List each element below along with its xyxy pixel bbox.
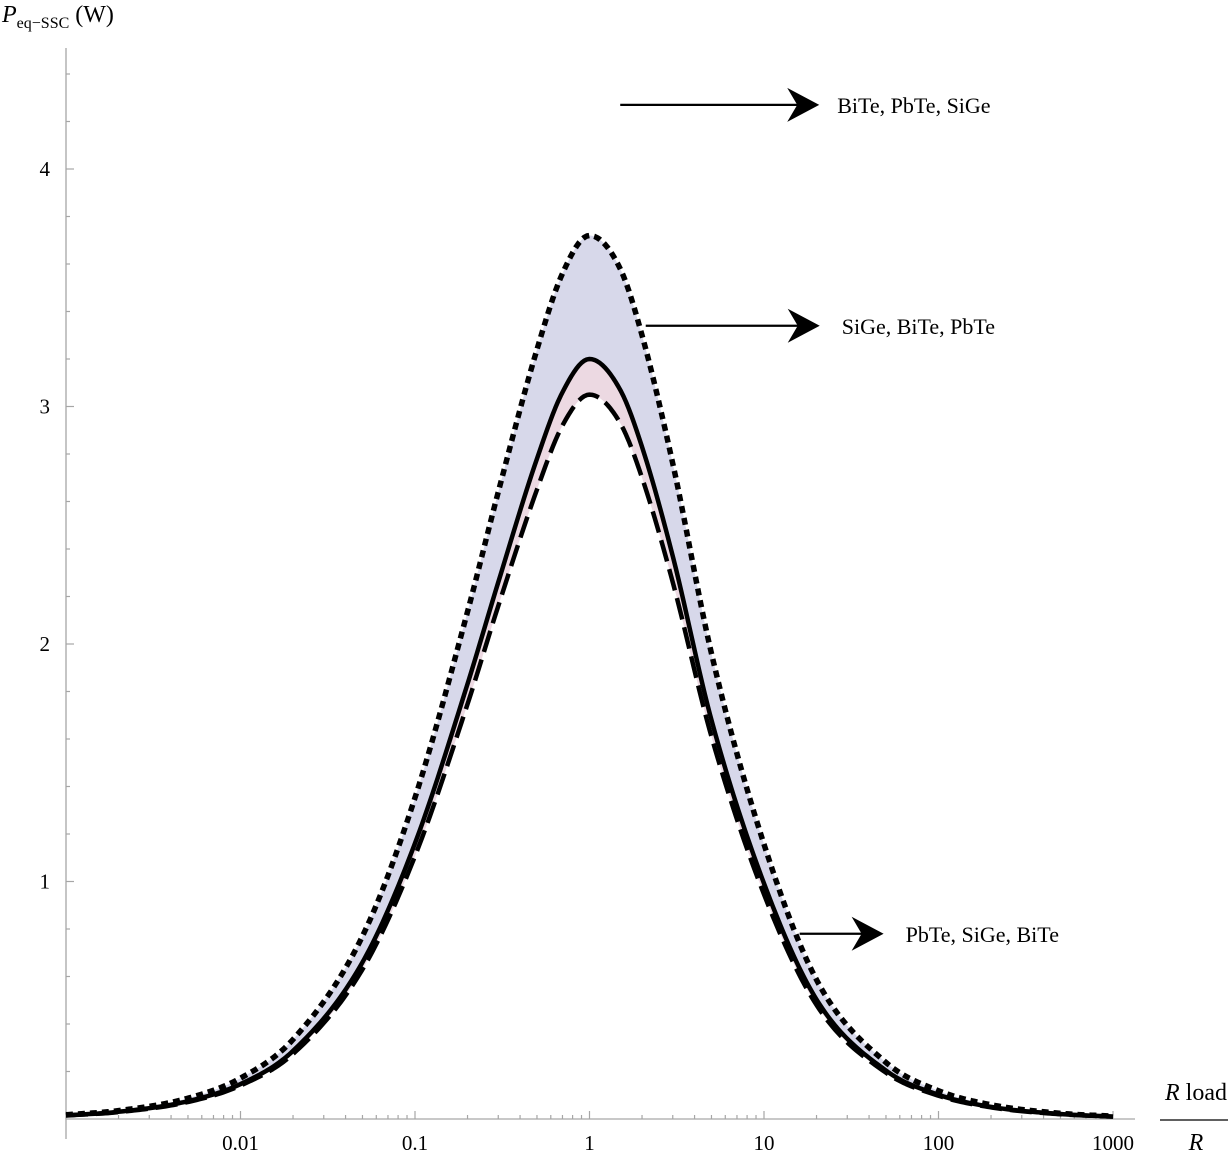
annotation-label: BiTe, PbTe, SiGe: [837, 93, 990, 118]
x-axis-label-numerator-var: R: [1164, 1080, 1180, 1106]
x-tick-label: 100: [923, 1131, 955, 1155]
series-line-dotted: [65, 232, 1114, 1119]
x-tick-label: 0.01: [222, 1131, 259, 1155]
annotation-arrow-head: [851, 916, 884, 951]
y-axis-label-main: P: [1, 2, 17, 28]
annotations-layer: BiTe, PbTe, SiGe SiGe, BiTe, PbTe PbTe, Si…: [620, 87, 1059, 951]
x-tick-label: 0.1: [402, 1131, 428, 1155]
series-line-solid: [65, 356, 1114, 1119]
x-tick-label: 10: [754, 1131, 775, 1155]
lower-band-fill: [66, 359, 1113, 1117]
x-axis-label-denominator: R: [1188, 1130, 1204, 1156]
series-line-dashed: [65, 392, 1114, 1119]
x-axis-label-numerator-rest: load: [1180, 1080, 1227, 1106]
y-tick-label: 4: [40, 157, 51, 181]
x-tick-label: 1000: [1092, 1131, 1134, 1155]
axes: 1 2 3 4 0.01 0.1 1 10 100 1000: [40, 48, 1135, 1155]
x-axis-label-numerator: R load: [1164, 1080, 1227, 1106]
series-layer: [65, 232, 1114, 1119]
y-axis-label-unit: (W): [69, 2, 114, 28]
shaded-bands: [66, 235, 1113, 1117]
x-tick-label: 1: [584, 1131, 595, 1155]
annotation-arrow-head: [787, 308, 820, 343]
annotation-label: PbTe, SiGe, BiTe: [906, 922, 1059, 947]
y-tick-label: 3: [40, 395, 51, 419]
y-axis-label: Peq−SSC (W): [1, 2, 114, 32]
annotation-arrow-head: [787, 87, 820, 122]
annotation-label: SiGe, BiTe, PbTe: [842, 314, 995, 339]
y-tick-label: 1: [40, 870, 51, 894]
y-axis-label-sub: eq−SSC: [17, 15, 70, 32]
y-tick-label: 2: [40, 632, 51, 656]
